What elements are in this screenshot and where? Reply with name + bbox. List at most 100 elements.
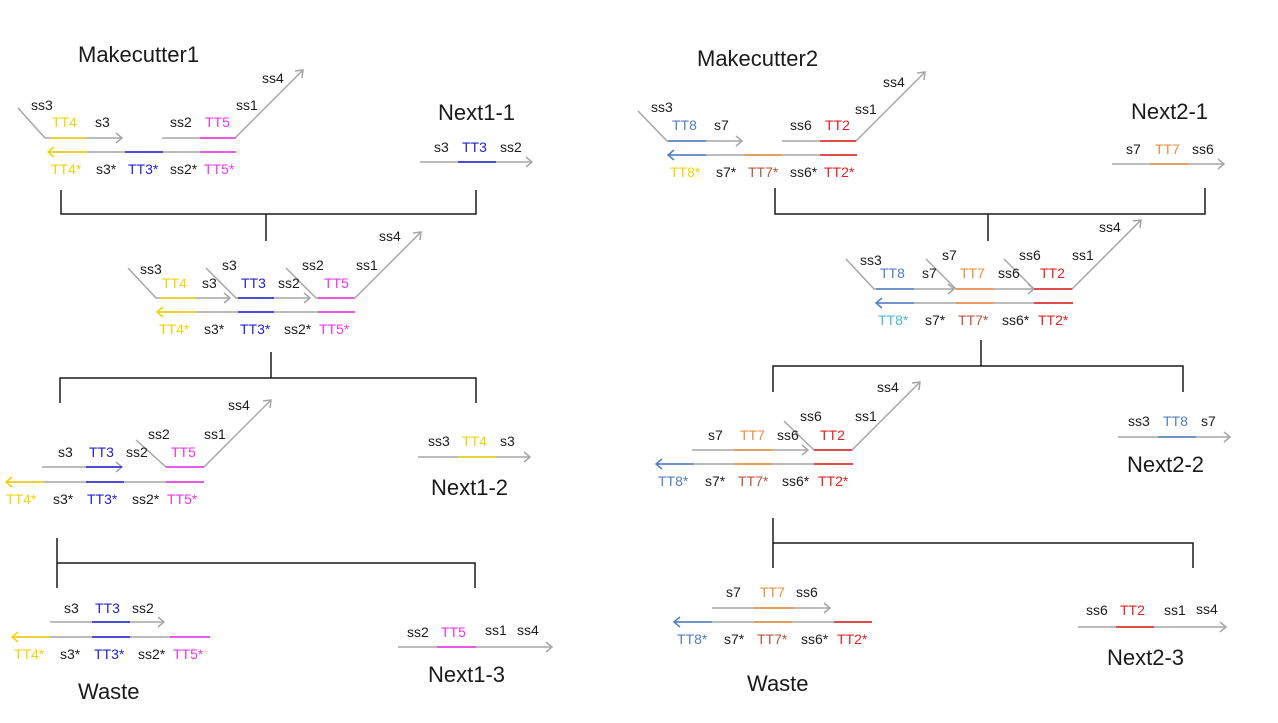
- label-ss4: ss4: [262, 70, 284, 86]
- label-s7c: s7*: [716, 164, 737, 180]
- next1-3-title: Next1-3: [428, 662, 505, 687]
- label-ss3: ss3: [31, 97, 53, 113]
- arrowhead: [874, 297, 883, 309]
- makecutter2-complex: ss3 TT8 s7 ss6 TT2 ss1 ss4 TT8* s7* TT7*…: [637, 71, 926, 180]
- label-tt5: TT5: [441, 624, 466, 640]
- label-s3: s3: [64, 600, 79, 616]
- makecutter2-title: Makecutter2: [697, 46, 818, 71]
- arrowhead: [916, 71, 926, 81]
- label-ss6: ss6: [800, 408, 822, 424]
- strand-top-left: [637, 110, 742, 142]
- label-s7c: s7*: [925, 312, 946, 328]
- arrowhead: [155, 306, 164, 318]
- label-ss2c: ss2*: [170, 161, 198, 177]
- label-tt7: TT7: [960, 265, 985, 281]
- arrowhead: [654, 458, 663, 470]
- label-tt7: TT7: [740, 427, 765, 443]
- label-tt8: TT8: [880, 265, 905, 281]
- waste1-complex: s3 TT3 ss2 TT4* s3* TT3* ss2* TT5* Waste: [10, 600, 210, 704]
- label-s7c: s7*: [724, 631, 745, 647]
- label-tt5c: TT5*: [319, 321, 350, 337]
- arrowhead: [4, 476, 13, 488]
- label-tt4c: TT4*: [14, 646, 45, 662]
- label-ss4: ss4: [517, 622, 539, 638]
- arrowhead: [525, 156, 534, 168]
- makecutter1-extended-complex: ss3 TT4 s3 s3 TT3 ss2 ss2 TT5 ss1 ss4 TT…: [127, 228, 422, 337]
- strand-a: [127, 267, 230, 299]
- arrowhead: [10, 631, 19, 643]
- label-s3: s3: [58, 444, 73, 460]
- label-ss3: ss3: [1128, 413, 1150, 429]
- label-tt7c: TT7*: [757, 631, 788, 647]
- label-ss2: ss2: [132, 600, 154, 616]
- arrowhead: [46, 146, 55, 158]
- label-ss6: ss6: [1019, 247, 1041, 263]
- label-tt8c: TT8*: [670, 164, 701, 180]
- label-ss1: ss1: [855, 408, 877, 424]
- label-tt3c: TT3*: [128, 161, 159, 177]
- waste2-title: Waste: [747, 671, 809, 696]
- waste1-title: Waste: [78, 679, 140, 704]
- arrowhead: [672, 616, 681, 628]
- label-ss1: ss1: [236, 97, 258, 113]
- label-ss2: ss2: [407, 624, 429, 640]
- next1-2-title: Next1-2: [431, 475, 508, 500]
- label-ss1: ss1: [855, 101, 877, 117]
- label-tt2: TT2: [825, 117, 850, 133]
- label-tt3c: TT3*: [240, 321, 271, 337]
- label-s7: s7: [1201, 413, 1216, 429]
- next2-2-title: Next2-2: [1127, 452, 1204, 477]
- label-ss4: ss4: [1196, 601, 1218, 617]
- label-tt7c: TT7*: [748, 164, 779, 180]
- label-tt8c: TT8*: [658, 473, 689, 489]
- label-tt5: TT5: [171, 444, 196, 460]
- label-tt2c: TT2*: [837, 631, 868, 647]
- bracket-6: [772, 518, 1194, 568]
- label-tt5: TT5: [205, 114, 230, 130]
- label-ss4: ss4: [379, 228, 401, 244]
- label-s7: s7: [942, 247, 957, 263]
- label-tt5c: TT5*: [204, 161, 235, 177]
- arrowhead: [1217, 158, 1226, 170]
- label-tt2c: TT2*: [824, 164, 855, 180]
- next2-3-strand: ss6 TT2 ss1 ss4 Next2-3: [1078, 601, 1228, 670]
- label-ss6: ss6: [1192, 141, 1214, 157]
- label-tt4c: TT4*: [159, 321, 190, 337]
- label-ss6: ss6: [1086, 602, 1108, 618]
- arrowhead: [666, 149, 675, 161]
- label-tt2: TT2: [1120, 602, 1145, 618]
- label-ss1: ss1: [1164, 602, 1186, 618]
- label-s7: s7: [714, 117, 729, 133]
- label-ss6: ss6: [790, 117, 812, 133]
- label-ss2: ss2: [278, 275, 300, 291]
- bracket-3: [56, 538, 476, 588]
- label-ss6c: ss6*: [1002, 312, 1030, 328]
- label-s7c: s7*: [705, 473, 726, 489]
- waste2-complex: s7 TT7 ss6 TT8* s7* TT7* ss6* TT2* Waste: [672, 584, 872, 696]
- label-ss2: ss2: [500, 139, 522, 155]
- label-ss6c: ss6*: [790, 164, 818, 180]
- next2-2-strand: ss3 TT8 s7 Next2-2: [1118, 413, 1232, 477]
- label-tt7: TT7: [760, 584, 785, 600]
- strand-b: [205, 267, 310, 299]
- label-tt4: TT4: [52, 114, 77, 130]
- label-ss4: ss4: [1099, 219, 1121, 235]
- next1-2-strand: ss3 TT4 s3 Next1-2: [418, 433, 532, 500]
- arrowhead: [223, 292, 232, 304]
- label-tt7c: TT7*: [738, 473, 769, 489]
- arrowhead: [1132, 219, 1142, 229]
- label-s3: s3: [222, 257, 237, 273]
- next2-1-title: Next2-1: [1131, 99, 1208, 124]
- label-s3: s3: [95, 114, 110, 130]
- arrowhead: [262, 399, 272, 409]
- complex-after-step2-right: s7 TT7 ss6 ss6 TT2 ss1 ss4 TT8* s7* TT7*…: [654, 379, 921, 489]
- label-ss4: ss4: [877, 379, 899, 395]
- label-tt5c: TT5*: [173, 646, 204, 662]
- bracket-2: [59, 352, 477, 403]
- label-s3c: s3*: [96, 161, 117, 177]
- arrowhead: [157, 616, 166, 628]
- arrowhead: [545, 641, 554, 653]
- makecutter1-complex: ss3 TT4 s3 ss2 TT5 ss1 ss4 TT4* s3* TT3*…: [17, 69, 304, 177]
- bracket-4: [774, 188, 1206, 241]
